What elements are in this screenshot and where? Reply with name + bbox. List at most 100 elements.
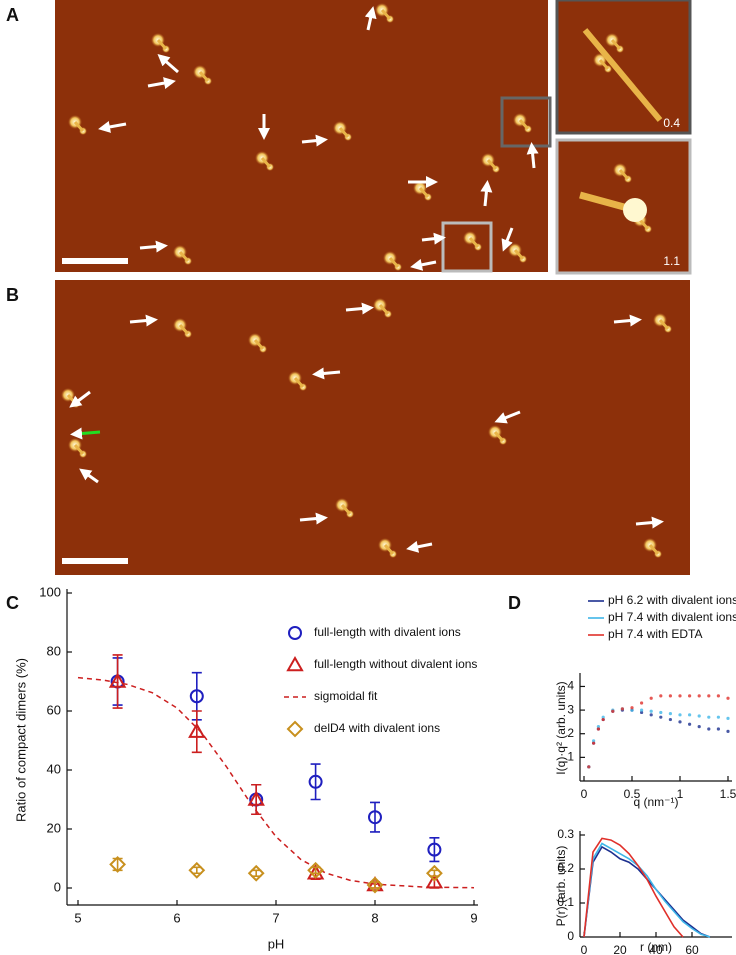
molecule (638, 219, 650, 230)
marker (427, 842, 442, 857)
y-tick-label: 0.2 (557, 861, 574, 875)
molecule (610, 39, 622, 50)
y-tick-label: 0.3 (557, 827, 574, 841)
y-tick-label: 1 (567, 750, 574, 764)
arrow (480, 180, 493, 207)
error-bar (370, 801, 380, 833)
marker (726, 696, 730, 700)
marker (288, 626, 302, 640)
arrow (98, 121, 127, 133)
marker (707, 694, 711, 698)
marker (640, 708, 644, 712)
x-tick-label: 0 (581, 943, 588, 955)
marker (678, 720, 682, 724)
legend-label: pH 7.4 with EDTA (608, 627, 702, 641)
molecule (598, 59, 610, 70)
afm-image (55, 0, 548, 272)
y-axis-title: P(r) (arb. units) (554, 846, 568, 927)
error-bar (251, 869, 262, 877)
error-bar (251, 783, 262, 816)
y-tick-label: 0 (567, 929, 574, 943)
marker (659, 694, 663, 698)
molecule (623, 198, 647, 222)
y-tick-label: 0.1 (557, 895, 574, 909)
marker (601, 715, 605, 719)
marker (596, 725, 601, 729)
marker (726, 716, 730, 720)
molecule (468, 237, 480, 248)
x-tick-label: 6 (173, 910, 180, 925)
panel-label: D (508, 593, 521, 613)
marker (368, 810, 382, 825)
marker (697, 725, 701, 729)
x-tick-label: 1.5 (720, 787, 736, 801)
molecule (340, 504, 352, 515)
molecule (518, 119, 530, 130)
molecule (383, 544, 395, 555)
legend-label: delD4 with divalent ions (314, 721, 440, 735)
arrow (157, 54, 179, 74)
marker (688, 722, 692, 726)
y-tick-label: 60 (47, 702, 61, 717)
panel-label: B (6, 285, 19, 305)
marker (688, 713, 692, 717)
marker (678, 694, 682, 698)
molecule (513, 249, 525, 260)
y-tick-label: 80 (47, 643, 61, 658)
x-axis-title: r (nm) (640, 940, 672, 954)
marker (649, 696, 653, 700)
marker (649, 709, 653, 713)
arrow (139, 240, 168, 253)
molecule (293, 377, 305, 388)
molecule (73, 444, 85, 455)
molecule (338, 127, 350, 138)
molecule (618, 169, 630, 180)
arrow (613, 314, 642, 327)
molecule (253, 339, 265, 350)
x-tick-label: 7 (272, 910, 279, 925)
molecule (648, 544, 660, 555)
marker (668, 712, 673, 716)
marker (620, 707, 625, 711)
molecules (61, 3, 672, 558)
arrow (79, 468, 99, 484)
y-tick-label: 0 (54, 879, 61, 894)
y-axis-title: Ratio of compact dimers (%) (13, 658, 28, 822)
series-line (583, 845, 711, 938)
arrow (501, 227, 514, 252)
x-tick-label: 20 (613, 943, 627, 955)
molecule (178, 324, 190, 335)
molecule (486, 159, 498, 170)
x-tick-label: 1 (677, 787, 684, 801)
marker (659, 710, 663, 715)
molecule (418, 187, 430, 198)
marker (640, 710, 644, 715)
marker (630, 706, 634, 710)
marker (668, 694, 673, 698)
x-tick-label: 40 (649, 943, 663, 955)
marker (649, 713, 653, 717)
marker (247, 864, 265, 882)
error-bar (112, 654, 123, 709)
molecule (178, 251, 190, 262)
arrow (410, 258, 437, 271)
marker (189, 689, 204, 704)
marker (188, 861, 206, 879)
molecule (380, 9, 392, 20)
y-tick-label: 2 (567, 726, 574, 740)
x-tick-label: 8 (371, 910, 378, 925)
marker (716, 727, 721, 731)
arrow (299, 512, 328, 525)
marker (707, 727, 711, 731)
marker (109, 855, 127, 873)
legend-label: full-length with divalent ions (314, 625, 461, 639)
error-bar (191, 710, 202, 754)
y-tick-label: 4 (567, 679, 574, 693)
afm-inset (555, 0, 692, 135)
legend-label: sigmoidal fit (314, 689, 378, 703)
arrow (147, 77, 176, 89)
marker (366, 876, 384, 892)
marker (592, 741, 596, 745)
series-line (77, 676, 475, 889)
